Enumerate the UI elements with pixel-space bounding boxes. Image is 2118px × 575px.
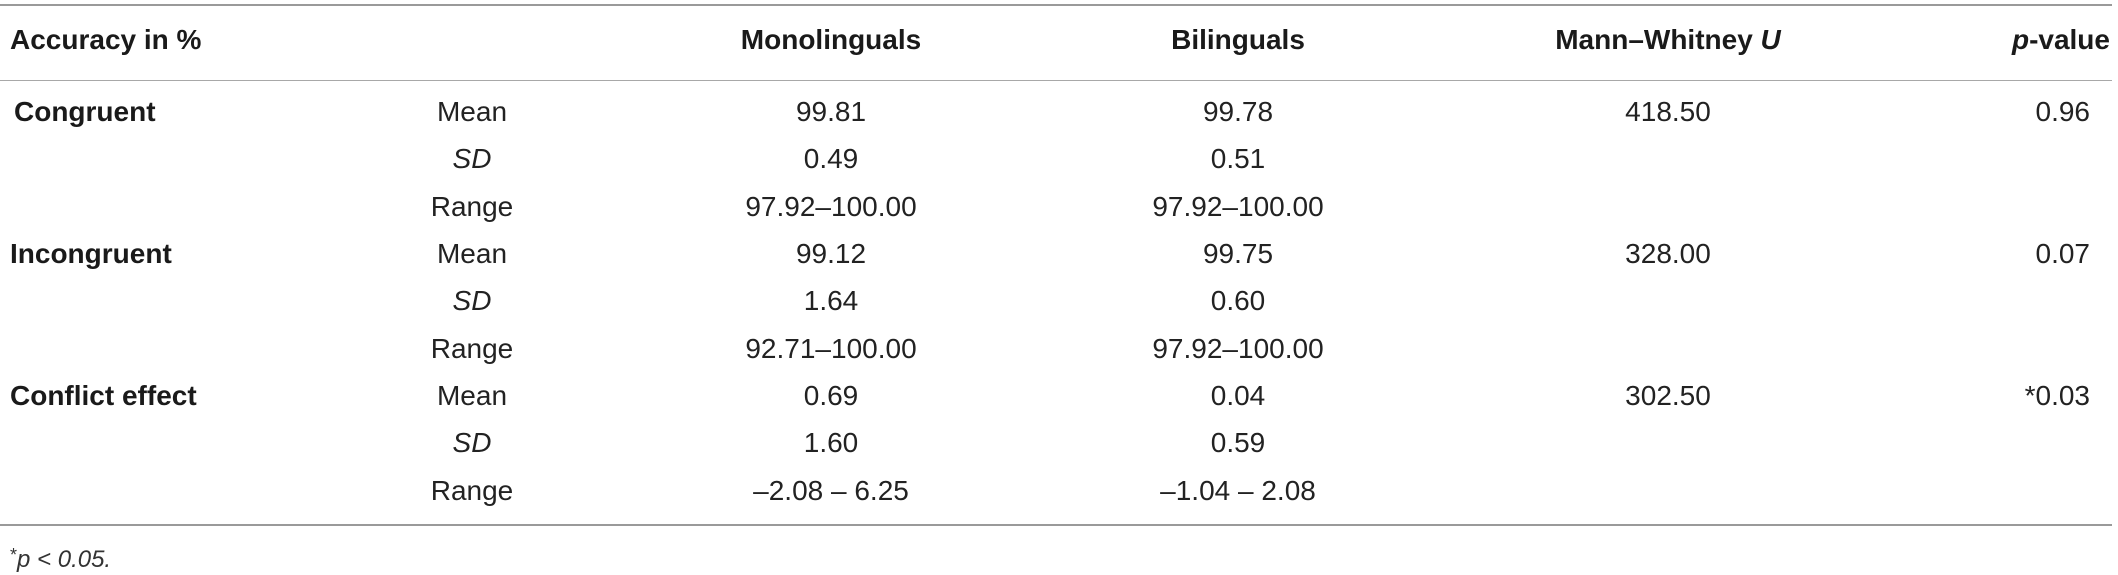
- cell-p-value: 0.96: [2035, 96, 2091, 127]
- group-label-incongruent: Incongruent: [10, 238, 172, 269]
- table-footnote: *p < 0.05.: [10, 540, 111, 575]
- stat-label: SD: [452, 143, 492, 174]
- cell-mono: –2.08 – 6.25: [753, 475, 909, 506]
- footnote-asterisk: *: [10, 545, 18, 565]
- stat-label: Range: [430, 191, 514, 222]
- cell-mann-whitney: 418.50: [1625, 96, 1711, 127]
- header-mann-whitney-u: U: [1760, 24, 1781, 55]
- footnote-text: p < 0.05.: [17, 546, 112, 573]
- cell-bi: 97.92–100.00: [1152, 191, 1324, 222]
- header-p-value: p-value: [2012, 22, 2110, 58]
- cell-mono: 92.71–100.00: [745, 333, 917, 364]
- stat-label: SD: [452, 285, 492, 316]
- stat-label: Mean: [436, 96, 508, 127]
- cell-bi: –1.04 – 2.08: [1160, 475, 1316, 506]
- cell-p-value: 0.07: [2035, 238, 2091, 269]
- header-mann-whitney-label: Mann–Whitney: [1555, 24, 1761, 55]
- cell-bi: 0.59: [1210, 427, 1266, 458]
- header-monolinguals: Monolinguals: [740, 24, 922, 55]
- group-label-congruent: Congruent: [14, 96, 156, 127]
- cell-bi: 99.75: [1202, 238, 1274, 269]
- cell-mono: 1.64: [803, 285, 859, 316]
- cell-mono: 97.92–100.00: [745, 191, 917, 222]
- header-bilinguals: Bilinguals: [1171, 24, 1305, 55]
- cell-mono: 99.12: [795, 238, 867, 269]
- header-mann-whitney: Mann–Whitney U: [1555, 22, 1781, 58]
- table-bottom-rule: [0, 524, 2112, 526]
- cell-mono: 0.49: [803, 143, 859, 174]
- cell-mann-whitney: 328.00: [1625, 238, 1711, 269]
- cell-mann-whitney: 302.50: [1625, 380, 1711, 411]
- table-top-rule: [0, 4, 2112, 6]
- cell-bi: 99.78: [1202, 96, 1274, 127]
- header-p-symbol: p: [2011, 24, 2030, 55]
- stat-label: SD: [452, 427, 492, 458]
- cell-bi: 0.60: [1210, 285, 1266, 316]
- stat-label: Mean: [436, 238, 508, 269]
- cell-mono: 99.81: [795, 96, 867, 127]
- stat-label: Range: [430, 475, 514, 506]
- cell-mono: 0.69: [803, 380, 859, 411]
- stat-label: Range: [430, 333, 514, 364]
- header-measure: Accuracy in %: [10, 24, 202, 55]
- stat-label: Mean: [436, 380, 508, 411]
- cell-bi: 0.04: [1210, 380, 1266, 411]
- group-label-conflict-effect: Conflict effect: [10, 380, 197, 411]
- cell-bi: 97.92–100.00: [1152, 333, 1324, 364]
- header-p-suffix: -value: [2029, 24, 2110, 55]
- cell-mono: 1.60: [803, 427, 859, 458]
- cell-bi: 0.51: [1210, 143, 1266, 174]
- cell-p-value: *0.03: [2024, 380, 2090, 411]
- table-header-rule: [0, 80, 2112, 81]
